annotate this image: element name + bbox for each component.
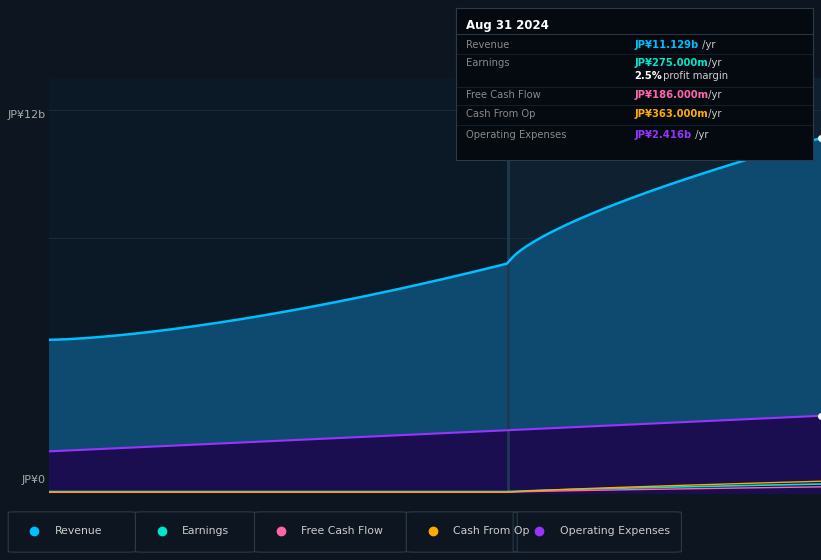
Text: JP¥11.129b: JP¥11.129b	[635, 40, 699, 50]
Text: Earnings: Earnings	[182, 526, 229, 536]
Text: 2022: 2022	[149, 517, 181, 531]
Text: /yr: /yr	[699, 40, 715, 50]
Text: Free Cash Flow: Free Cash Flow	[466, 90, 541, 100]
Text: JP¥363.000m: JP¥363.000m	[635, 109, 708, 119]
Text: 2023: 2023	[384, 517, 416, 531]
Text: Operating Expenses: Operating Expenses	[560, 526, 670, 536]
Text: /yr: /yr	[705, 90, 722, 100]
Text: JP¥12b: JP¥12b	[7, 110, 45, 120]
Text: /yr: /yr	[692, 130, 709, 141]
Text: /yr: /yr	[705, 58, 722, 68]
Text: JP¥275.000m: JP¥275.000m	[635, 58, 708, 68]
Text: Revenue: Revenue	[55, 526, 103, 536]
Text: Free Cash Flow: Free Cash Flow	[301, 526, 383, 536]
Text: Earnings: Earnings	[466, 58, 510, 68]
Text: Revenue: Revenue	[466, 40, 510, 50]
Text: Aug 31 2024: Aug 31 2024	[466, 19, 549, 32]
Text: 2024: 2024	[628, 517, 659, 531]
Text: 2.5%: 2.5%	[635, 72, 662, 81]
Bar	[49, 78, 508, 493]
Bar	[508, 78, 821, 493]
Text: JP¥0: JP¥0	[21, 474, 45, 484]
Text: profit margin: profit margin	[660, 72, 728, 81]
Text: /yr: /yr	[705, 109, 722, 119]
Text: Cash From Op: Cash From Op	[466, 109, 536, 119]
Text: Operating Expenses: Operating Expenses	[466, 130, 566, 141]
Text: Cash From Op: Cash From Op	[453, 526, 530, 536]
Text: JP¥186.000m: JP¥186.000m	[635, 90, 709, 100]
Text: JP¥2.416b: JP¥2.416b	[635, 130, 691, 141]
